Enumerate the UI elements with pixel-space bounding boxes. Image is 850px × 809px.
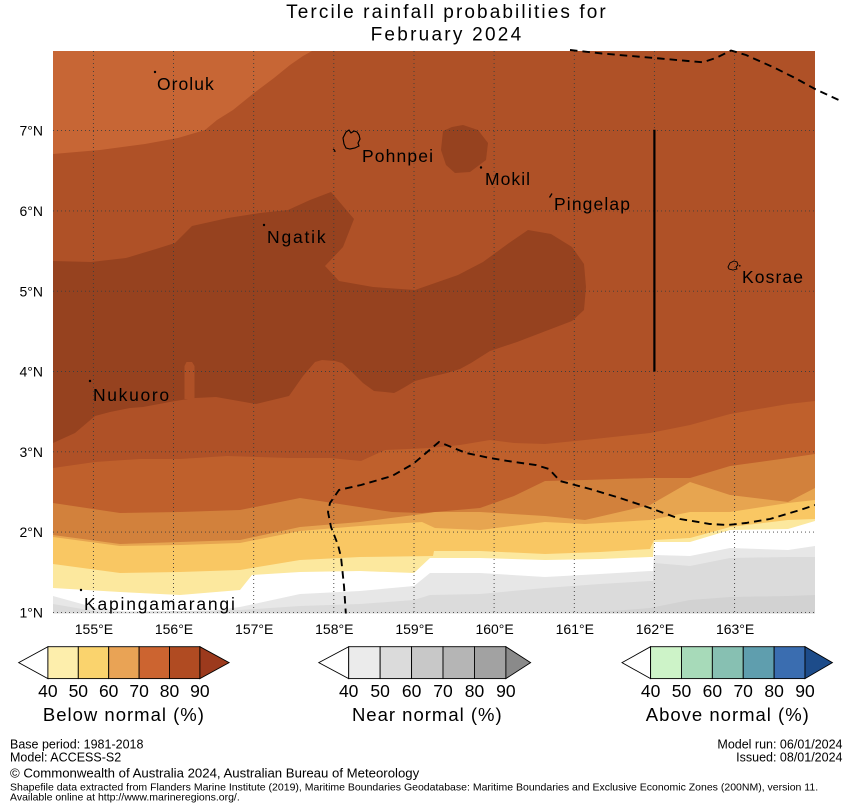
svg-text:Model: ACCESS-S2: Model: ACCESS-S2 <box>10 751 121 765</box>
svg-text:Above normal (%): Above normal (%) <box>646 704 810 725</box>
svg-text:Available online at http://www: Available online at http://www.marinereg… <box>10 792 240 804</box>
svg-text:160°E: 160°E <box>475 621 513 637</box>
svg-text:70: 70 <box>433 681 453 701</box>
svg-text:6°N: 6°N <box>20 203 44 219</box>
svg-text:90: 90 <box>190 681 210 701</box>
svg-text:Below normal (%): Below normal (%) <box>43 704 205 725</box>
svg-text:163°E: 163°E <box>716 621 754 637</box>
svg-text:February 2024: February 2024 <box>371 25 524 46</box>
svg-text:Shapefile data extracted from: Shapefile data extracted from Flanders M… <box>10 782 818 794</box>
svg-text:156°E: 156°E <box>155 621 193 637</box>
svg-text:Pingelap: Pingelap <box>554 194 631 214</box>
svg-text:Ngatik: Ngatik <box>267 227 327 247</box>
svg-text:5°N: 5°N <box>20 283 44 299</box>
svg-text:3°N: 3°N <box>20 444 44 460</box>
svg-text:162°E: 162°E <box>636 621 674 637</box>
svg-text:80: 80 <box>160 681 180 701</box>
svg-text:60: 60 <box>402 681 422 701</box>
svg-text:158°E: 158°E <box>315 621 353 637</box>
svg-text:Mokil: Mokil <box>485 169 531 189</box>
svg-text:2°N: 2°N <box>20 524 44 540</box>
svg-text:Base period: 1981-2018: Base period: 1981-2018 <box>10 738 143 752</box>
svg-text:© Commonwealth of Australia 20: © Commonwealth of Australia 2024, Austra… <box>10 766 420 781</box>
svg-text:Model run: 06/01/2024: Model run: 06/01/2024 <box>717 738 842 752</box>
svg-text:Kosrae: Kosrae <box>742 267 804 287</box>
svg-text:50: 50 <box>672 681 692 701</box>
svg-text:Oroluk: Oroluk <box>157 74 215 94</box>
svg-text:70: 70 <box>733 681 753 701</box>
svg-text:40: 40 <box>339 681 359 701</box>
svg-text:40: 40 <box>38 681 58 701</box>
svg-text:50: 50 <box>69 681 89 701</box>
svg-text:Issued: 08/01/2024: Issued: 08/01/2024 <box>736 751 842 765</box>
svg-text:Pohnpei: Pohnpei <box>362 146 434 166</box>
svg-text:159°E: 159°E <box>395 621 433 637</box>
svg-text:90: 90 <box>496 681 516 701</box>
svg-text:80: 80 <box>764 681 784 701</box>
svg-text:Kapingamarangi: Kapingamarangi <box>84 594 237 614</box>
svg-text:80: 80 <box>465 681 485 701</box>
svg-text:90: 90 <box>795 681 815 701</box>
svg-text:Near normal (%): Near normal (%) <box>352 704 503 725</box>
svg-text:60: 60 <box>703 681 723 701</box>
svg-text:1°N: 1°N <box>20 605 44 621</box>
svg-text:4°N: 4°N <box>20 364 44 380</box>
svg-text:60: 60 <box>99 681 119 701</box>
svg-text:157°E: 157°E <box>235 621 273 637</box>
svg-text:7°N: 7°N <box>20 123 44 139</box>
svg-text:70: 70 <box>129 681 149 701</box>
svg-text:50: 50 <box>370 681 390 701</box>
svg-text:40: 40 <box>641 681 661 701</box>
svg-text:Nukuoro: Nukuoro <box>93 385 171 405</box>
svg-text:155°E: 155°E <box>75 621 113 637</box>
svg-text:161°E: 161°E <box>556 621 594 637</box>
svg-text:Tercile rainfall probabilities: Tercile rainfall probabilities for <box>286 2 608 23</box>
